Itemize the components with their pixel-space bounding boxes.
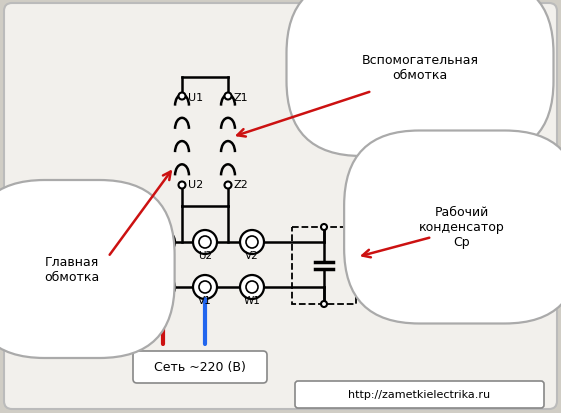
Circle shape (240, 275, 264, 299)
Circle shape (193, 230, 217, 254)
FancyBboxPatch shape (4, 4, 557, 409)
Text: V1: V1 (198, 295, 212, 305)
Text: W2: W2 (155, 250, 172, 260)
Text: Главная
обмотка: Главная обмотка (44, 255, 100, 283)
Circle shape (224, 182, 232, 189)
Circle shape (178, 93, 186, 100)
Text: Рабочий
конденсатор
Ср: Рабочий конденсатор Ср (419, 206, 505, 249)
Text: U1: U1 (188, 93, 203, 103)
Circle shape (199, 236, 211, 248)
Circle shape (178, 182, 186, 189)
Circle shape (246, 236, 258, 248)
Circle shape (224, 93, 232, 100)
Circle shape (321, 301, 327, 307)
Text: U2: U2 (198, 250, 212, 260)
Circle shape (321, 224, 327, 230)
Circle shape (199, 281, 211, 293)
Circle shape (246, 281, 258, 293)
Circle shape (193, 275, 217, 299)
Text: Вспомогательная
обмотка: Вспомогательная обмотка (361, 54, 479, 82)
FancyBboxPatch shape (133, 351, 267, 383)
Circle shape (157, 281, 169, 293)
Text: Z2: Z2 (234, 180, 249, 190)
Circle shape (157, 236, 169, 248)
Text: Сеть ~220 (В): Сеть ~220 (В) (154, 361, 246, 374)
Text: W1: W1 (243, 295, 260, 305)
Text: Z1: Z1 (234, 93, 249, 103)
FancyBboxPatch shape (295, 381, 544, 408)
Text: U1: U1 (156, 295, 170, 305)
Circle shape (240, 230, 264, 254)
Circle shape (151, 230, 175, 254)
Text: http://zametkielectrika.ru: http://zametkielectrika.ru (348, 389, 490, 399)
Text: V2: V2 (245, 250, 259, 260)
Bar (292, 228, 356, 304)
Circle shape (151, 275, 175, 299)
Text: U2: U2 (188, 180, 203, 190)
